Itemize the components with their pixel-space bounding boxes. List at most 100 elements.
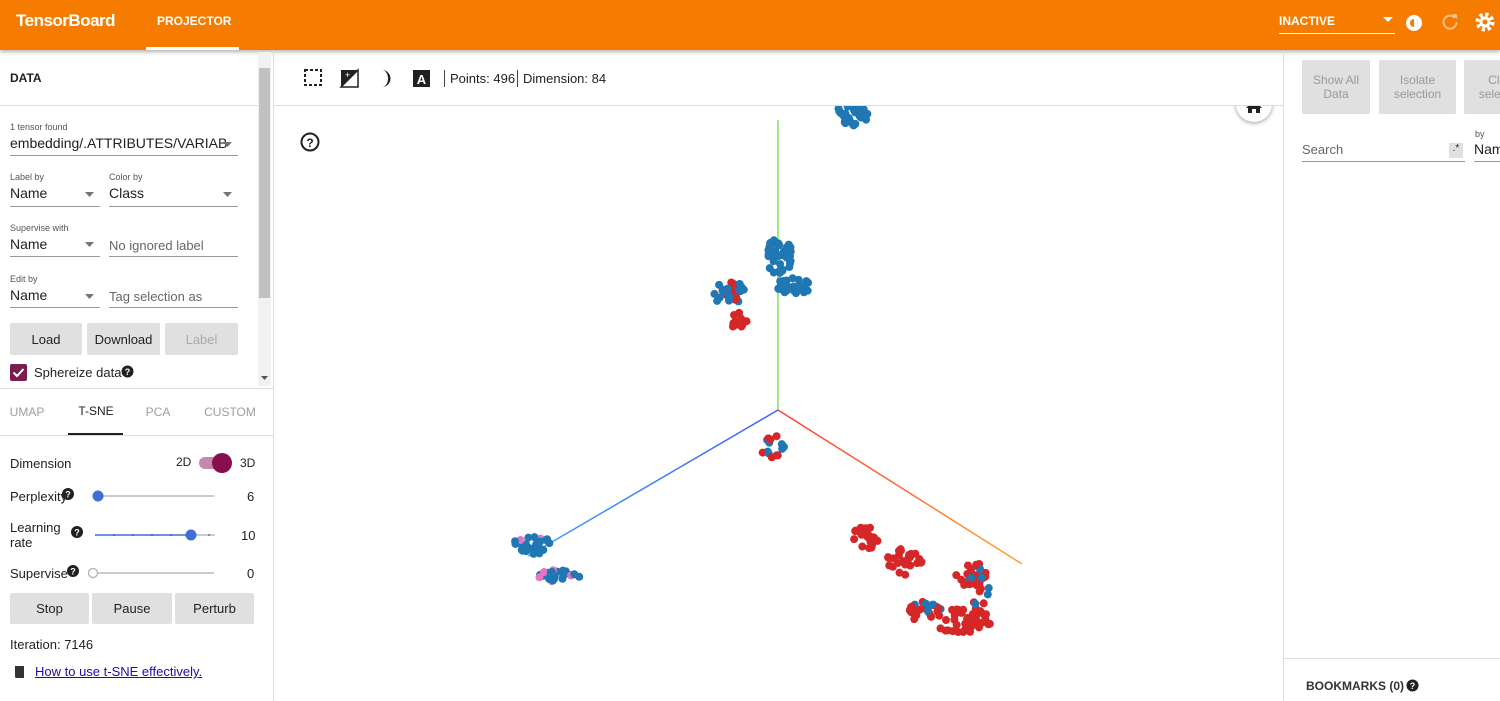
embedding-point[interactable] [843,116,852,125]
embedding-point[interactable] [735,280,744,289]
show-all-button[interactable]: Show All Data [1302,60,1370,114]
embedding-point[interactable] [967,622,976,631]
embedding-point[interactable] [524,533,533,542]
embedding-point[interactable] [535,549,544,558]
embedding-point[interactable] [570,570,579,579]
projection-tab[interactable]: UMAP [9,405,45,419]
tensor-select[interactable]: embedding/.ATTRIBUTES/VARIAB [10,135,228,151]
embedding-point[interactable] [865,544,874,553]
embedding-point[interactable] [972,560,981,569]
help-icon[interactable]: ? [121,365,134,378]
perturb-button[interactable]: Perturb [175,593,254,624]
label-by-select[interactable]: Name [10,185,48,201]
embedding-point[interactable] [739,285,748,294]
embedding-point[interactable] [774,284,783,293]
nav-tab[interactable]: PROJECTOR [157,14,232,28]
scrollbar-thumb[interactable] [259,68,270,298]
embedding-point[interactable] [764,250,773,259]
embedding-point[interactable] [941,626,950,635]
embedding-point[interactable] [885,561,894,570]
projection-tab[interactable]: PCA [145,405,171,419]
embedding-point[interactable] [858,542,867,551]
embedding-point[interactable] [977,618,986,627]
embedding-point[interactable] [777,440,786,449]
embedding-point[interactable] [942,616,951,625]
ignored-label-input[interactable]: No ignored label [109,238,204,253]
embedding-point[interactable] [803,286,812,295]
embedding-point[interactable] [542,535,551,544]
embedding-point[interactable] [536,537,545,546]
reload-button[interactable] [1440,12,1460,32]
regex-toggle[interactable]: .* [1449,143,1463,158]
clear-button[interactable]: Clear selection [1464,60,1500,114]
embedding-point[interactable] [971,599,980,608]
isolate-button[interactable]: Isolate selection [1379,60,1456,114]
embedding-point[interactable] [977,608,986,617]
embedding-point[interactable] [965,580,974,589]
embedding-point[interactable] [779,276,788,285]
embedding-point[interactable] [769,268,778,277]
embedding-point[interactable] [737,322,746,331]
settings-button[interactable] [1474,11,1496,33]
supervise-select[interactable]: Name [10,236,48,252]
embedding-point[interactable] [540,568,549,577]
embedding-point[interactable] [979,599,988,608]
embedding-point[interactable] [731,317,740,326]
theme-toggle[interactable] [1403,12,1425,34]
by-select[interactable]: Name [1474,141,1500,157]
embedding-point[interactable] [710,289,719,298]
embedding-point[interactable] [530,533,539,542]
embedding-point[interactable] [725,292,734,301]
label-button[interactable]: Label [165,323,238,355]
embedding-point[interactable] [948,627,957,636]
embedding-point[interactable] [870,533,879,542]
embedding-point[interactable] [546,568,555,577]
embedding-point[interactable] [525,544,534,553]
embedding-point[interactable] [907,602,916,611]
embedding-point[interactable] [963,561,972,570]
help-icon[interactable]: ? [1406,679,1419,692]
embedding-point[interactable] [977,573,986,582]
embedding-point[interactable] [780,288,789,297]
help-link[interactable]: How to use t-SNE effectively. [35,664,203,679]
embedding-point[interactable] [984,584,993,593]
embedding-point[interactable] [517,545,526,554]
embedding-point[interactable] [777,251,786,260]
view-tools[interactable]: + A [300,66,435,91]
embedding-point[interactable] [758,448,767,457]
embedding-point[interactable] [923,607,932,616]
embedding-point[interactable] [851,107,860,116]
projection-tab[interactable]: CUSTOM [204,405,256,419]
embedding-point[interactable] [772,432,781,441]
embedding-point[interactable] [535,573,544,582]
embedding-point[interactable] [968,615,977,624]
edit-by-select[interactable]: Name [10,287,48,303]
embedding-point[interactable] [843,106,852,111]
color-by-select[interactable]: Class [109,185,145,201]
embedding-point[interactable] [735,308,744,317]
embedding-point[interactable] [984,620,993,629]
embedding-point[interactable] [713,296,722,305]
bookmarks-header[interactable]: BOOKMARKS (0) [1306,679,1404,693]
embedding-point[interactable] [917,557,926,566]
embedding-point[interactable] [975,587,984,596]
embedding-point[interactable] [715,280,724,289]
checkbox[interactable] [10,364,27,381]
projection-tab[interactable]: T-SNE [78,404,114,418]
embedding-point[interactable] [792,285,801,294]
embedding-point[interactable] [934,604,943,613]
embedding-point[interactable] [785,259,794,268]
embedding-point[interactable] [906,561,915,570]
tag-input[interactable]: Tag selection as [109,289,203,304]
toggle-knob[interactable] [212,453,232,473]
embedding-point[interactable] [788,274,797,283]
embedding-point[interactable] [775,241,784,250]
embedding-point[interactable] [851,527,860,536]
embedding-point[interactable] [850,535,859,544]
embedding-point[interactable] [558,566,567,575]
embedding-point[interactable] [857,107,866,116]
embedding-point[interactable] [952,571,961,580]
embedding-point[interactable] [954,605,963,614]
embedding-point[interactable] [732,293,741,302]
embedding-point[interactable] [529,549,538,558]
